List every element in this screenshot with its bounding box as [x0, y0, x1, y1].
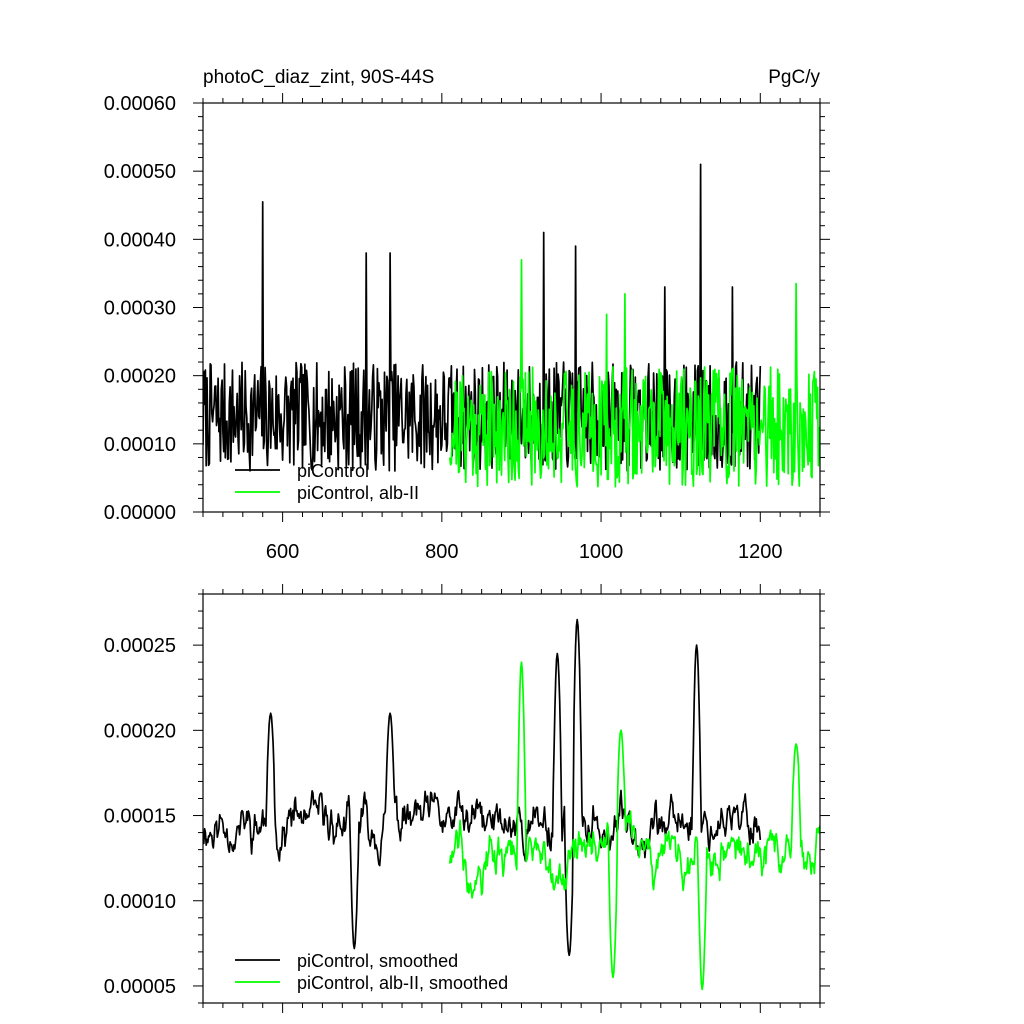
y-tick-label: 0.00040 [104, 229, 176, 251]
legend-label: piControl, alb-II [297, 483, 419, 503]
x-tick-label: 800 [425, 541, 458, 563]
top-panel: photoC_diaz_zint, 90S-44S PgC/y 600 800 10… [104, 67, 830, 563]
top-series-layer [203, 163, 820, 488]
y-tick-label: 0.00005 [104, 976, 176, 998]
bottom-plot-frame [202, 593, 821, 1004]
bottom-series-layer [203, 618, 820, 991]
bottom-axes-layer: 0.00005 0.00010 0.00015 0.00020 0.00025 [104, 584, 830, 1013]
top-axes-layer: 600 800 1000 1200 0.00000 0.00010 0.00020 0.000… [104, 93, 830, 563]
y-tick-label: 0.00060 [104, 93, 176, 115]
series-line-alb-ii [448, 258, 820, 488]
y-tick-label: 0.00015 [104, 806, 176, 828]
y-tick-label: 0.00000 [104, 502, 176, 524]
series-line-picontrol [203, 163, 762, 472]
legend-label: piControl [297, 461, 369, 481]
top-plot-frame [202, 102, 821, 513]
x-tick-label: 600 [266, 541, 299, 563]
series-line-picontrol [203, 618, 762, 957]
top-title: photoC_diaz_zint, 90S-44S [203, 67, 434, 88]
top-units: PgC/y [768, 67, 820, 88]
y-tick-label: 0.00025 [104, 635, 176, 657]
legend-label: piControl, smoothed [297, 951, 458, 971]
bottom-panel: 0.00005 0.00010 0.00015 0.00020 0.00025 piCo… [104, 584, 830, 1013]
y-tick-label: 0.00010 [104, 891, 176, 913]
series-line-alb-ii [448, 661, 820, 991]
y-tick-label: 0.00030 [104, 298, 176, 320]
x-tick-label: 1200 [738, 541, 783, 563]
y-tick-label: 0.00010 [104, 434, 176, 456]
legend-label: piControl, alb-II, smoothed [297, 973, 508, 993]
y-tick-label: 0.00020 [104, 720, 176, 742]
x-tick-label: 1000 [579, 541, 624, 563]
y-tick-label: 0.00020 [104, 366, 176, 388]
y-tick-label: 0.00050 [104, 161, 176, 183]
